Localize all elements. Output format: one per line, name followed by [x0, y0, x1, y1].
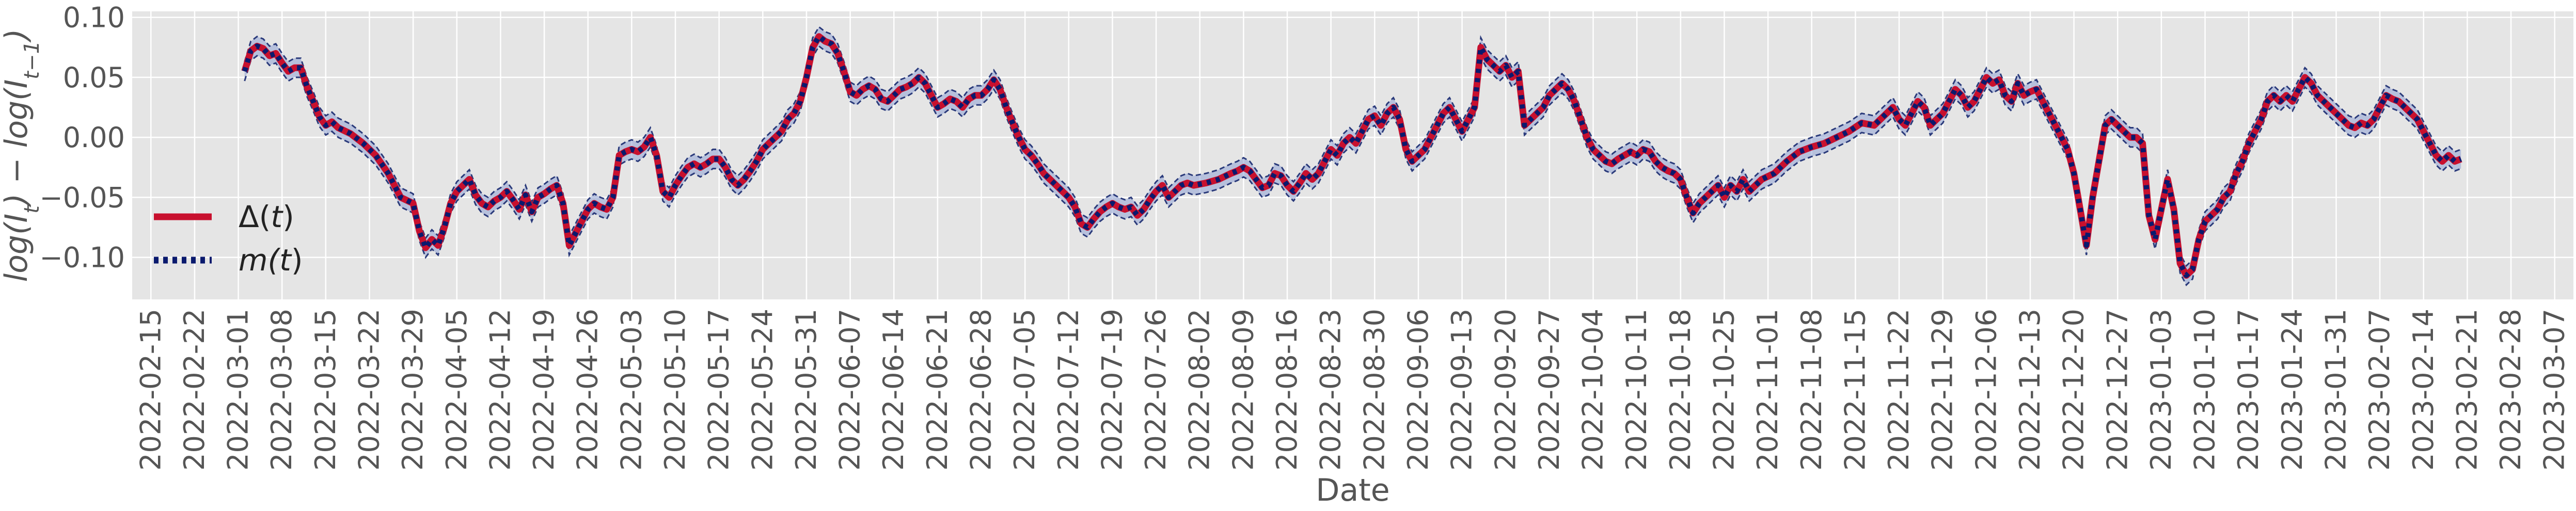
x-tick-label: 2022-05-31: [790, 309, 823, 471]
x-tick-label: 2022-02-15: [134, 309, 167, 471]
x-tick-label: 2022-03-29: [397, 309, 429, 471]
x-tick-label: 2022-12-06: [1970, 309, 2002, 471]
y-tick-label: 0.05: [63, 61, 125, 94]
x-tick-label: 2022-06-14: [877, 309, 910, 471]
x-tick-label: 2023-01-17: [2232, 309, 2265, 471]
legend-label-delta: Δ(t): [239, 199, 294, 234]
y-tick-label: 0.00: [63, 121, 125, 154]
band-layer: [244, 25, 2461, 286]
x-tick-label: 2022-05-03: [615, 309, 647, 471]
legend-label-m: m(t): [239, 243, 303, 278]
x-tick-label: 2022-03-22: [353, 309, 385, 471]
x-tick-label: 2023-02-21: [2451, 309, 2483, 471]
x-tick-label: 2023-01-10: [2189, 309, 2221, 471]
band-upper-edge: [244, 25, 2461, 267]
x-tick-label: 2022-03-08: [265, 309, 298, 471]
x-tick-label: 2022-05-17: [703, 309, 735, 471]
x-tick-label: 2023-01-31: [2320, 309, 2352, 471]
x-tick-label: 2022-07-12: [1052, 309, 1085, 471]
x-tick-label: 2022-12-13: [2014, 309, 2046, 471]
legend: Δ(t) m(t): [154, 199, 303, 278]
x-tick-label: 2022-07-19: [1096, 309, 1128, 471]
x-tick-label: 2022-04-19: [528, 309, 560, 471]
x-tick-label: 2022-11-08: [1795, 309, 1828, 471]
x-tick-label: 2022-06-21: [921, 309, 954, 471]
x-tick-label: 2022-03-15: [309, 309, 342, 471]
x-tick-label: 2022-06-07: [834, 309, 866, 471]
x-axis-label: Date: [1316, 472, 1389, 508]
x-tick-label: 2022-08-09: [1227, 309, 1259, 471]
x-tick-label: 2022-05-10: [659, 309, 691, 471]
x-tick-label: 2023-02-07: [2363, 309, 2396, 471]
x-tick-label: 2022-11-22: [1883, 309, 1915, 471]
x-tick-label: 2022-08-23: [1315, 309, 1347, 471]
band-lower-edge: [244, 45, 2461, 286]
y-tick-label: 0.10: [63, 2, 125, 34]
x-tick-label: 2023-01-03: [2145, 309, 2177, 471]
x-tick-label: 2022-04-12: [484, 309, 516, 471]
x-tick-label: 2022-12-20: [2058, 309, 2090, 471]
x-tick-label: 2022-07-26: [1140, 309, 1172, 471]
x-tick-label: 2023-03-07: [2538, 309, 2571, 471]
x-tick-label: 2022-09-13: [1446, 309, 1478, 471]
x-tick-label: 2022-09-27: [1533, 309, 1566, 471]
x-tick-label: 2022-10-25: [1708, 309, 1740, 471]
x-tick-label: 2022-04-26: [572, 309, 604, 471]
x-tick-label: 2023-02-14: [2407, 309, 2440, 471]
x-tick-label: 2022-11-29: [1926, 309, 1959, 471]
plot-area: [132, 11, 2573, 299]
x-tick-label: 2022-09-06: [1402, 309, 1434, 471]
x-axis-ticks: 2022-02-15 2022-02-22 2022-03-01 2022-03-08…: [134, 309, 2570, 471]
gridlines: [132, 11, 2573, 299]
series-line-m: [242, 34, 2462, 278]
series-lines: [241, 33, 2462, 279]
y-axis-ticks: −0.10 −0.05 0.00 0.05 0.10: [40, 2, 125, 274]
x-tick-label: 2022-06-28: [965, 309, 998, 471]
x-tick-label: 2022-08-02: [1183, 309, 1216, 471]
x-tick-label: 2022-10-04: [1577, 309, 1609, 471]
x-tick-label: 2022-12-27: [2101, 309, 2134, 471]
x-tick-label: 2022-02-22: [178, 309, 211, 471]
x-tick-label: 2023-02-28: [2494, 309, 2527, 471]
y-axis-label: log(It) − log(It−1): [0, 29, 44, 282]
x-tick-label: 2022-04-05: [440, 309, 473, 471]
x-tick-label: 2022-08-30: [1358, 309, 1390, 471]
x-tick-label: 2022-10-11: [1620, 309, 1653, 471]
x-tick-label: 2022-11-15: [1839, 309, 1871, 471]
y-tick-label: −0.05: [40, 181, 125, 214]
x-tick-label: 2022-10-18: [1664, 309, 1697, 471]
x-tick-label: 2023-01-24: [2276, 309, 2309, 471]
x-tick-label: 2022-03-01: [222, 309, 255, 471]
x-tick-label: 2022-05-24: [746, 309, 779, 471]
x-tick-label: 2022-08-16: [1271, 309, 1303, 471]
y-tick-label: −0.10: [40, 242, 125, 274]
x-tick-label: 2022-07-05: [1008, 309, 1041, 471]
x-tick-label: 2022-09-20: [1489, 309, 1522, 471]
x-tick-label: 2022-11-01: [1751, 309, 1784, 471]
